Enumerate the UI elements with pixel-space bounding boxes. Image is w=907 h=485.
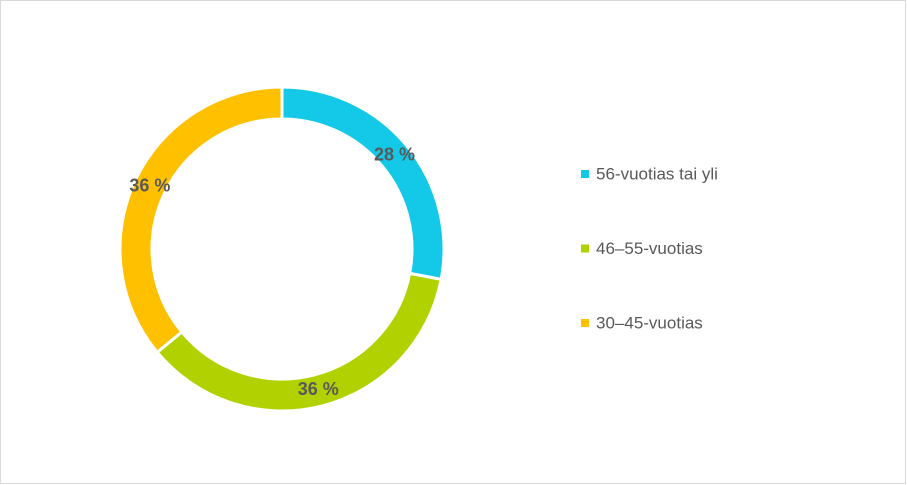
- donut-slice: [118, 85, 284, 355]
- legend-text: 56-vuotias tai yli: [596, 164, 718, 183]
- slice-label: 28 %: [374, 145, 415, 165]
- legend-swatch: [581, 319, 589, 327]
- legend-swatch: [581, 170, 589, 178]
- legend-text: 30–45-vuotias: [596, 313, 703, 332]
- legend-text: 46–55-vuotias: [596, 239, 703, 258]
- slice-label: 36 %: [298, 379, 339, 399]
- legend-swatch: [581, 244, 589, 253]
- slice-label: 36 %: [129, 176, 170, 196]
